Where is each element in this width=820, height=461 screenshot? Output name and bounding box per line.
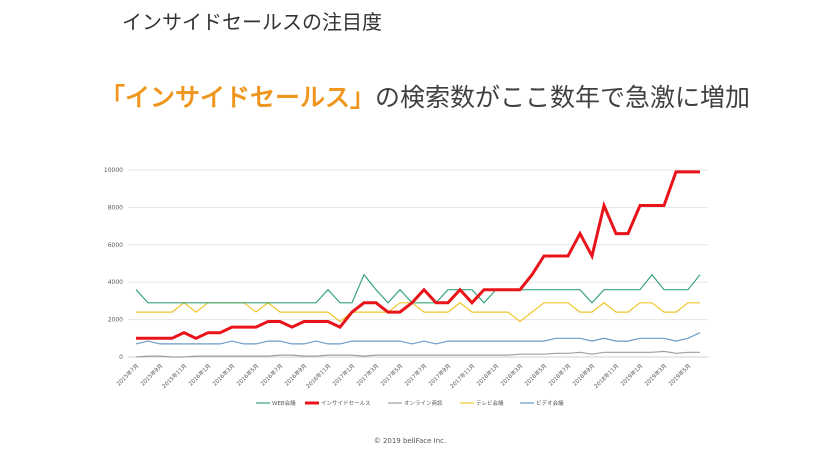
x-tick-label: 2016年1月 [187, 362, 213, 388]
series-line-5 [135, 332, 701, 345]
x-tick-label: 2017年11月 [448, 362, 476, 390]
x-tick-label: 2016年7月 [259, 362, 285, 388]
x-tick-label: 2018年11月 [592, 362, 620, 390]
x-tick-label: 2019年5月 [667, 362, 693, 388]
x-tick-label: 2019年1月 [619, 362, 645, 388]
y-tick-label: 0 [119, 354, 123, 361]
x-tick-label: 2018年1月 [475, 362, 501, 388]
series-line-3 [135, 350, 700, 358]
legend-label: オンライン商談 [404, 399, 443, 407]
legend-label: テレビ会議 [476, 399, 504, 407]
x-tick-label: 2018年9月 [571, 362, 597, 388]
legend-label: インサイドセールス [321, 400, 371, 407]
x-tick-label: 2017年9月 [427, 362, 453, 388]
x-tick-label: 2015年9月 [139, 362, 165, 388]
x-tick-label: 2017年7月 [403, 362, 429, 388]
series-line-1 [135, 273, 701, 304]
headline-highlight: 「インサイドセールス」 [100, 83, 376, 112]
y-tick-label: 2000 [108, 317, 123, 324]
legend-label: WEB会議 [272, 399, 296, 407]
x-tick-label: 2015年11月 [160, 362, 188, 390]
x-tick-label: 2016年3月 [211, 362, 237, 388]
x-tick-label: 2017年3月 [355, 362, 381, 388]
x-tick-label: 2018年7月 [547, 362, 573, 388]
x-tick-label: 2018年3月 [499, 362, 525, 388]
x-tick-label: 2016年9月 [283, 362, 309, 388]
legend-label: ビデオ会議 [536, 399, 564, 407]
y-tick-label: 10000 [104, 167, 123, 174]
y-tick-label: 6000 [108, 242, 123, 249]
series-line-4 [136, 302, 700, 323]
x-tick-label: 2016年11月 [304, 362, 332, 390]
x-tick-label: 2015年7月 [115, 362, 141, 388]
x-tick-label: 2016年5月 [235, 362, 261, 388]
x-tick-label: 2019年3月 [643, 362, 669, 388]
x-tick-label: 2018年5月 [523, 362, 549, 388]
headline-text: の検索数がここ数年で急激に増加 [375, 83, 751, 112]
x-tick-label: 2017年5月 [379, 362, 405, 388]
series-line-2 [136, 170, 700, 340]
y-tick-label: 8000 [108, 204, 123, 211]
search-trend-chart: 0 2000 4000 6000 8000 10000 2015年7月 2015年9月2015… [104, 167, 708, 407]
headline: 「インサイドセールス」の検索数がここ数年で急激に増加 [100, 78, 750, 114]
x-tick-label: 2017年1月 [331, 362, 357, 388]
y-tick-label: 4000 [108, 279, 123, 286]
slide-title: インサイドセールスの注目度 [122, 10, 382, 34]
copyright: © 2019 bellFace Inc. [373, 437, 447, 445]
